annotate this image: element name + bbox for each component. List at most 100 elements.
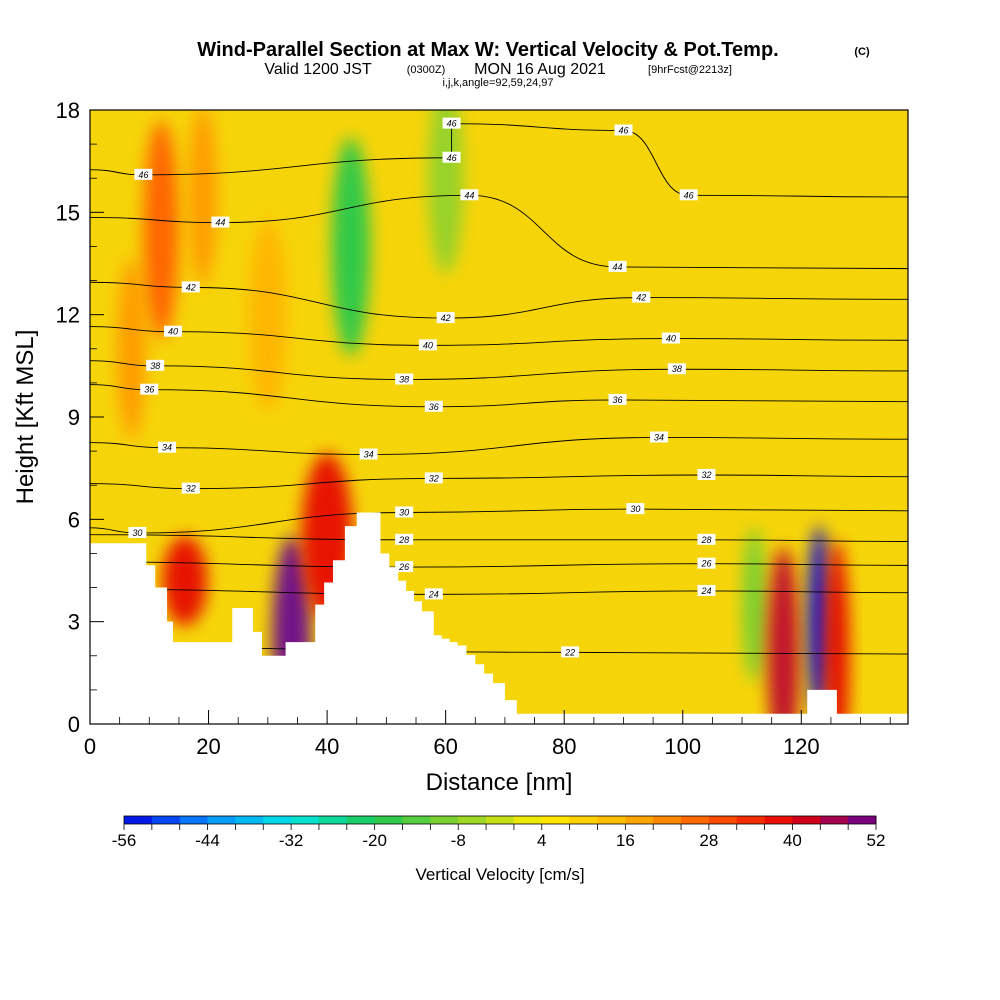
x-tick-label: 0 — [84, 734, 96, 759]
svg-text:32: 32 — [701, 470, 711, 480]
svg-text:42: 42 — [186, 282, 196, 292]
svg-text:30: 30 — [630, 504, 640, 514]
theta-contour-label: 30 — [128, 526, 147, 538]
svg-text:46: 46 — [138, 170, 148, 180]
theta-contour-label: 44 — [460, 189, 479, 201]
svg-text:40: 40 — [423, 340, 433, 350]
x-tick-label: 100 — [664, 734, 701, 759]
colorbar-swatch — [207, 816, 236, 824]
subtitle-utc: (0300Z) — [407, 64, 446, 76]
colorbar-tick-label: 4 — [537, 831, 546, 850]
x-axis-label: Distance [nm] — [426, 769, 573, 796]
svg-text:44: 44 — [215, 218, 225, 228]
theta-contour-label: 46 — [614, 124, 633, 136]
colorbar-swatch — [486, 816, 515, 824]
svg-text:46: 46 — [684, 190, 694, 200]
vv-feature — [767, 547, 800, 724]
colorbar-tick-label: -32 — [279, 831, 304, 850]
colorbar-swatch — [235, 816, 264, 824]
theta-contour-label: 28 — [697, 533, 716, 545]
theta-contour-label: 42 — [436, 312, 455, 324]
theta-contour-label: 46 — [679, 189, 698, 201]
colorbar-swatch — [820, 816, 849, 824]
svg-text:38: 38 — [399, 374, 409, 384]
svg-text:32: 32 — [429, 473, 439, 483]
colorbar-swatch — [374, 816, 404, 824]
vv-feature — [117, 259, 146, 439]
theta-contour-labels: 22 24 24 26 26 28 28 30 30 30 32 32 32 34 34 34 36 36 36 38… — [128, 117, 716, 658]
colorbar-swatch — [597, 816, 626, 824]
colorbar-swatch — [681, 816, 710, 824]
theta-contour-line — [90, 561, 908, 568]
svg-text:40: 40 — [168, 327, 178, 337]
subtitle-indices: i,j,k,angle=92,59,24,97 — [442, 77, 553, 89]
svg-text:34: 34 — [654, 432, 664, 442]
svg-text:22: 22 — [564, 647, 575, 657]
colorbar-tick-label: -56 — [112, 831, 137, 850]
svg-text:36: 36 — [429, 402, 439, 412]
theta-contour-label: 46 — [134, 168, 153, 180]
y-axis-label: Height [Kft MSL] — [12, 330, 39, 505]
vv-feature — [143, 120, 179, 339]
x-tick-label: 20 — [196, 734, 220, 759]
vv-feature — [742, 527, 766, 682]
colorbar: -56 -44 -32 -20 -8 4 16 28 40 52 — [112, 815, 885, 850]
theta-contour-label: 42 — [181, 281, 200, 293]
x-tick-label: 60 — [433, 734, 457, 759]
colorbar-swatch — [513, 816, 543, 824]
y-tick-label: 9 — [68, 405, 80, 430]
svg-text:38: 38 — [672, 364, 682, 374]
colorbar-swatch — [569, 816, 598, 824]
vv-feature — [428, 110, 464, 275]
svg-text:24: 24 — [700, 586, 711, 596]
y-tick-label: 6 — [68, 507, 80, 532]
y-tick-label: 18 — [56, 98, 80, 123]
colorbar-swatch — [263, 816, 292, 824]
colorbar-tick-label: 40 — [783, 831, 802, 850]
x-tick-label: 120 — [783, 734, 820, 759]
svg-text:46: 46 — [618, 125, 628, 135]
theta-contour-label: 26 — [697, 557, 716, 569]
plot-area: 22 24 24 26 26 28 28 30 30 30 32 32 32 34 34 34 36 36 36 38… — [90, 110, 908, 724]
subtitle-date: MON 16 Aug 2021 — [474, 61, 606, 78]
colorbar-swatch — [625, 816, 654, 824]
theta-contour-line — [90, 194, 908, 270]
theta-contour-label: 36 — [140, 383, 159, 395]
theta-contour-line — [90, 123, 908, 198]
colorbar-tick-label: 16 — [616, 831, 635, 850]
colorbar-label: Vertical Velocity [cm/s] — [415, 865, 584, 884]
colorbar-swatch — [653, 816, 682, 824]
colorbar-swatch — [291, 816, 320, 824]
colorbar-swatch — [430, 816, 459, 824]
svg-text:38: 38 — [150, 361, 160, 371]
colorbar-tick-label: -44 — [195, 831, 220, 850]
theta-contour-label: 38 — [146, 359, 165, 371]
theta-contour-label: 40 — [661, 332, 680, 344]
theta-contour-label: 30 — [395, 506, 414, 518]
theta-contour-label: 44 — [608, 260, 627, 272]
theta-contour-label: 32 — [697, 468, 716, 480]
theta-contour-label: 38 — [395, 373, 414, 385]
chart-title: Wind-Parallel Section at Max W: Vertical… — [197, 39, 778, 61]
svg-text:46: 46 — [447, 153, 457, 163]
colorbar-swatch — [708, 816, 738, 824]
x-tick-label: 80 — [552, 734, 576, 759]
svg-text:30: 30 — [132, 528, 142, 538]
theta-contour-label: 28 — [395, 533, 414, 545]
y-tick-label: 15 — [56, 200, 80, 225]
terrain — [90, 512, 908, 724]
colorbar-tick-label: 28 — [699, 831, 718, 850]
vv-feature — [331, 137, 371, 356]
theta-contour-label: 30 — [626, 503, 645, 515]
svg-text:28: 28 — [398, 535, 409, 545]
theta-contour-line — [90, 588, 908, 595]
colorbar-swatch — [346, 816, 376, 824]
svg-text:36: 36 — [613, 395, 623, 405]
colorbar-swatch — [458, 816, 487, 824]
colorbar-tick-label: -8 — [451, 831, 466, 850]
colorbar-tick-label: -20 — [362, 831, 387, 850]
svg-text:42: 42 — [441, 313, 451, 323]
svg-text:32: 32 — [186, 484, 196, 494]
theta-contour-label: 42 — [632, 291, 651, 303]
